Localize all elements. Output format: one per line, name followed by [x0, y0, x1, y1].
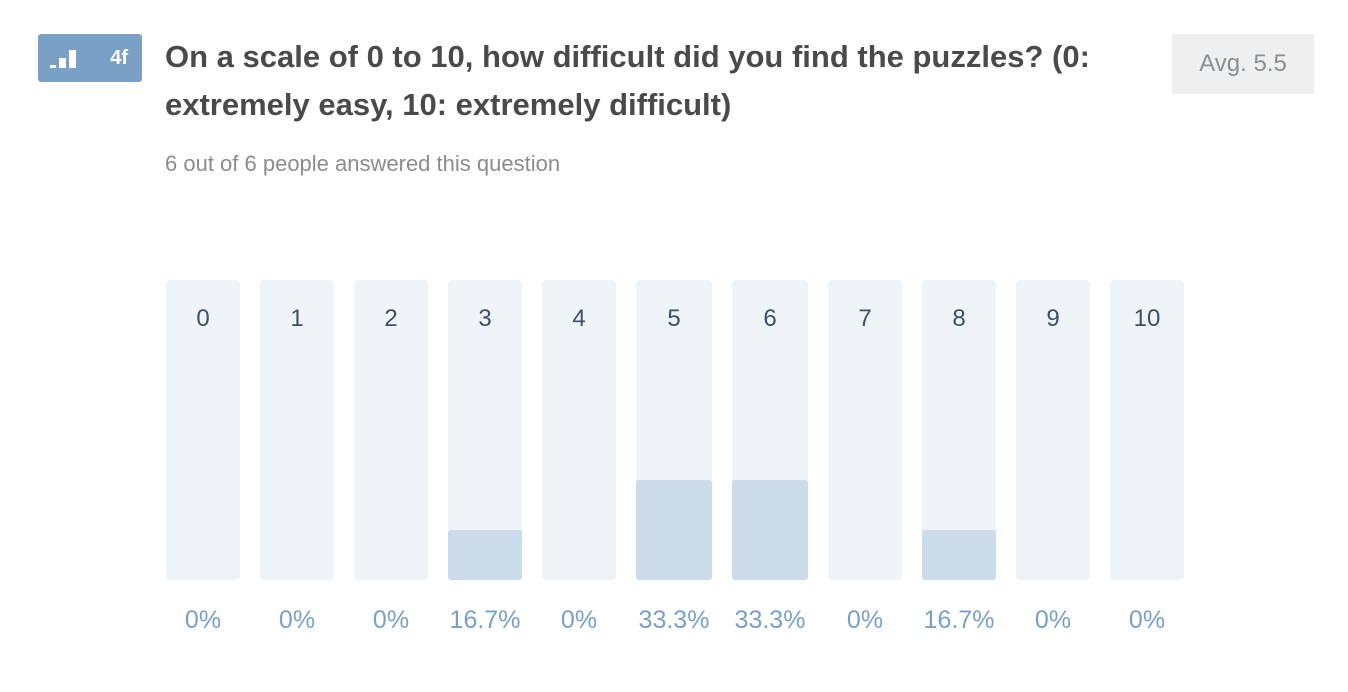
percent-label: 0% [185, 606, 221, 634]
bar-track [1110, 280, 1184, 580]
bar-track [922, 280, 996, 580]
percent-label: 0% [373, 606, 409, 634]
category-label: 8 [952, 305, 965, 332]
average-badge: Avg. 5.5 [1172, 34, 1314, 94]
percent-label: 33.3% [639, 606, 710, 634]
bar-track [260, 280, 334, 580]
percent-label: 16.7% [924, 606, 995, 634]
question-number: 4f [110, 47, 128, 69]
bar-track [448, 280, 522, 580]
bar-fill [448, 529, 522, 580]
percent-label: 0% [847, 606, 883, 634]
question-title: On a scale of 0 to 10, how difficult did… [165, 39, 1090, 122]
category-label: 2 [384, 305, 397, 332]
bar-fill [732, 480, 808, 580]
category-label: 7 [858, 305, 871, 332]
percent-label: 0% [1129, 606, 1165, 634]
category-label: 1 [290, 305, 303, 332]
percent-label: 0% [561, 606, 597, 634]
percent-label: 0% [279, 606, 315, 634]
percent-label: 33.3% [735, 606, 806, 634]
bar-fill [922, 529, 996, 580]
bar-chart-icon [50, 50, 76, 68]
bar-track [542, 280, 616, 580]
percent-label: 16.7% [450, 606, 521, 634]
category-label: 3 [478, 305, 491, 332]
bar-track [828, 280, 902, 580]
bar-track [1016, 280, 1090, 580]
question-badge: 4f [38, 34, 142, 82]
response-count: 6 out of 6 people answered this question [165, 151, 561, 176]
category-label: 9 [1046, 305, 1059, 332]
category-label: 4 [572, 305, 585, 332]
bar-track [354, 280, 428, 580]
category-label: 0 [196, 305, 209, 332]
bar-fill [636, 480, 712, 580]
category-label: 10 [1134, 305, 1161, 332]
bar-track [166, 280, 240, 580]
percent-label: 0% [1035, 606, 1071, 634]
category-label: 6 [763, 305, 776, 332]
category-label: 5 [667, 305, 680, 332]
